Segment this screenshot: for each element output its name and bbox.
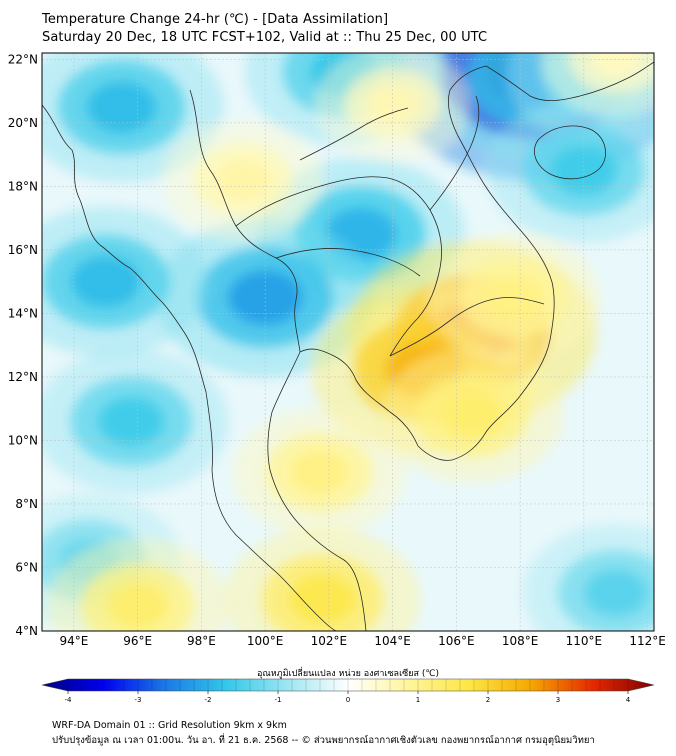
field-cold-myanmar-west	[70, 255, 141, 308]
lat-tick-label: 10°N	[8, 433, 38, 447]
coast-china	[485, 61, 654, 101]
lat-tick-label: 8°N	[15, 497, 38, 511]
lat-tick-label: 16°N	[8, 243, 38, 257]
lon-tick-label: 112°E	[629, 634, 666, 648]
field-cold-southeast	[583, 569, 648, 617]
colorbar-tick-label: 3	[556, 696, 560, 704]
colorbar-tick-label: 1	[416, 696, 420, 704]
coastline-borders	[42, 61, 654, 631]
field-warm-north-thai	[215, 159, 271, 201]
map-frame	[41, 52, 655, 632]
field-warm-malay-south	[288, 574, 357, 624]
colorbar-tick-label: 4	[626, 696, 631, 704]
field-warm-gulf-thailand	[289, 450, 350, 495]
coast-peninsula-west	[183, 331, 337, 631]
border-cambodia-north	[389, 297, 545, 357]
map-title: Temperature Change 24-hr (℃) - [Data Ass…	[42, 12, 389, 27]
field-warm-vietnam-south	[441, 391, 504, 439]
border-thailand-laos	[235, 176, 442, 357]
lat-tick-label: 18°N	[8, 179, 38, 193]
lon-tick-label: 96°E	[123, 634, 152, 648]
footer-credit: ปรับปรุงข้อมูล ณ เวลา 01:00น. วัน อา. ที…	[52, 735, 595, 746]
lat-tick-label: 20°N	[8, 116, 38, 130]
map-subtitle: Saturday 20 Dec, 18 UTC FCST+102, Valid …	[42, 30, 488, 45]
colorbar-tick-label: -1	[275, 696, 282, 704]
colorbar-tick-label: -3	[135, 696, 142, 704]
temperature-field	[42, 53, 654, 631]
field-cold-andaman	[97, 396, 165, 447]
lon-tick-label: 100°E	[247, 634, 284, 648]
field-warm-laos-north	[366, 84, 420, 124]
lon-tick-label: 102°E	[311, 634, 348, 648]
colorbar-tick-label: -4	[65, 696, 73, 704]
lon-tick-label: 106°E	[438, 634, 475, 648]
lon-tick-label: 110°E	[566, 634, 603, 648]
lon-tick-label: 98°E	[187, 634, 216, 648]
border-myanmar-thailand	[189, 89, 301, 353]
coast-hainan	[534, 125, 606, 180]
lat-tick-label: 14°N	[8, 306, 38, 320]
coast-gulf-west	[267, 351, 367, 631]
footer-model-info: WRF-DA Domain 01 :: Grid Resolution 9km …	[52, 720, 287, 731]
colorbar-tick-label: 0	[346, 696, 350, 704]
colorbar-ticks: -4 -3 -2 -1 0 1 2 3 4	[65, 679, 631, 704]
lon-tick-label: 108°E	[502, 634, 539, 648]
coast-vietnam-north	[448, 65, 553, 283]
colorbar-tick-label: 2	[486, 696, 490, 704]
border-laos-north	[299, 107, 409, 161]
lat-tick-label: 4°N	[15, 624, 38, 638]
field-cold-northwest	[86, 81, 157, 133]
latitude-labels: 4°N 6°N 8°N 10°N 12°N 14°N 16°N 18°N 20°N 22°N	[8, 52, 38, 638]
lat-tick-label: 6°N	[15, 560, 38, 574]
lon-tick-label: 104°E	[374, 634, 411, 648]
lat-tick-label: 12°N	[8, 370, 38, 384]
graticule	[42, 53, 654, 631]
lon-tick-label: 94°E	[59, 634, 88, 648]
border-laos-vietnam	[429, 95, 480, 211]
coast-vietnam-south	[417, 281, 555, 461]
coast-myanmar	[42, 104, 185, 333]
lat-tick-label: 22°N	[8, 52, 38, 66]
coast-gulf-top	[299, 348, 419, 447]
colorbar-tick-label: -2	[205, 696, 212, 704]
colorbar-label: อุณหภูมิเปลี่ยนแปลง หน่วย องศาเซลเซียส (…	[257, 666, 439, 679]
border-thai-internal	[275, 248, 421, 277]
longitude-labels: 94°E 96°E 98°E 100°E 102°E 104°E 106°E 108°E 110…	[59, 634, 665, 648]
